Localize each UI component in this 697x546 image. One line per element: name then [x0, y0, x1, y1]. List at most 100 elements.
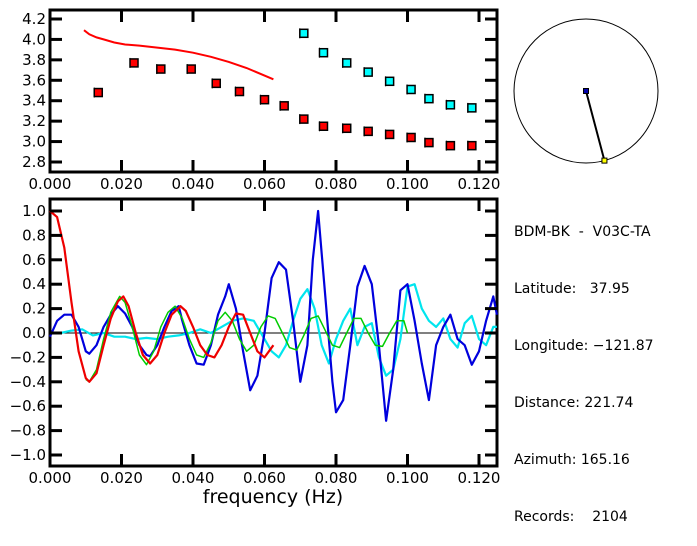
- cyan-data-point: [467, 102, 477, 113]
- marker: [318, 121, 329, 131]
- compass-circle: [513, 18, 659, 164]
- marker: [341, 58, 352, 68]
- lower-xtick-label: 0.080: [315, 469, 358, 487]
- upper-ytick-label: 3.8: [22, 51, 46, 69]
- longitude-value: −121.87: [588, 338, 654, 354]
- red-data-point: [156, 64, 166, 75]
- upper-xtick-label: 0.080: [315, 175, 358, 193]
- lower-xtick-label: 0.000: [29, 469, 72, 487]
- upper-ytick-label: 3.0: [22, 133, 46, 151]
- upper-ytick-label: 4.0: [22, 30, 46, 48]
- upper-plot-frame: [48, 8, 499, 174]
- station-marker: [583, 88, 589, 94]
- red-data-point: [384, 129, 395, 140]
- red-data-point: [93, 87, 104, 98]
- upper-xtick-label: 0.040: [172, 175, 215, 193]
- chart-canvas: 4.2 4.0 3.8 3.6 3.4 3.2 3.0 2.8 0.000 0.020 0.040 0…: [10, 8, 659, 508]
- lower-xtick-label: 0.040: [172, 469, 215, 487]
- green-series-line: [85, 295, 409, 383]
- red-data-point: [234, 86, 245, 97]
- lower-ytick-label: 1.0: [22, 202, 46, 220]
- marker: [279, 101, 289, 111]
- cyan-series-line: [50, 283, 497, 377]
- marker: [299, 114, 309, 124]
- lower-series: [48, 209, 498, 422]
- marker: [259, 94, 270, 105]
- red-data-point: [299, 114, 309, 125]
- azimuth-line: [585, 90, 606, 161]
- cyan-data-point: [445, 99, 456, 110]
- red-data-point: [318, 121, 329, 132]
- upper-ytick-label: 3.2: [22, 112, 46, 130]
- marker: [129, 58, 139, 68]
- marker: [445, 140, 456, 151]
- info-records: Records: 2104: [514, 508, 654, 527]
- upper-ytick-label: 3.6: [22, 71, 46, 89]
- records-value: 2104: [574, 509, 628, 525]
- station-info-panel: BDM-BK - V03C-TA Latitude: 37.95 Longitu…: [514, 185, 654, 546]
- red-data-point: [341, 123, 352, 134]
- cyan-data-point: [341, 57, 352, 68]
- info-longitude: Longitude: −121.87: [514, 337, 654, 356]
- upper-ytick-label: 3.4: [22, 92, 46, 110]
- upper-xtick-label: 0.060: [243, 175, 286, 193]
- azimuth-value: 165.16: [576, 452, 630, 468]
- info-distance: Distance: 221.74: [514, 394, 654, 413]
- marker: [467, 103, 477, 113]
- lower-ytick-label: −0.2: [10, 348, 46, 366]
- marker: [363, 67, 373, 77]
- upper-ytick-label: 4.2: [22, 10, 46, 28]
- lower-ytick-label: −0.8: [10, 422, 46, 440]
- marker: [424, 93, 434, 104]
- lower-xtick-label: 0.100: [386, 469, 429, 487]
- red-data-point: [424, 137, 434, 148]
- marker: [186, 64, 196, 74]
- marker: [467, 140, 477, 151]
- lower-ytick-label: 0.8: [22, 226, 46, 244]
- marker: [93, 87, 104, 98]
- cyan-data-point: [318, 47, 329, 58]
- latitude-value: 37.95: [576, 281, 630, 297]
- lower-ytick-label: −0.6: [10, 397, 46, 415]
- red-curve: [83, 29, 274, 81]
- red-data-point: [406, 132, 416, 143]
- x-axis-label: frequency (Hz): [203, 486, 343, 508]
- cyan-data-point: [363, 67, 373, 78]
- red-data-point: [467, 140, 477, 151]
- upper-xtick-label: 0.000: [29, 175, 72, 193]
- event-marker: [601, 157, 608, 164]
- upper-plot: 4.2 4.0 3.8 3.6 3.4 3.2 3.0 2.8 0.000 0.020 0.040 0…: [22, 8, 500, 193]
- lower-ytick-label: 0.6: [22, 251, 46, 269]
- upper-ticks: 4.2 4.0 3.8 3.6 3.4 3.2 3.0 2.8 0.000 0.020 0.040 0…: [22, 10, 500, 193]
- azimuth-label: Azimuth:: [514, 452, 577, 468]
- red-data-point: [129, 57, 139, 68]
- marker: [299, 28, 309, 39]
- distance-label: Distance:: [514, 395, 580, 411]
- marker: [318, 47, 329, 58]
- distance-value: 221.74: [579, 395, 634, 411]
- lower-ticks: 1.0 0.8 0.6 0.4 0.2 0.0 −0.2 −0.4 −0.6 −0.8 −1.0 0.…: [10, 199, 500, 487]
- lower-ytick-label: 0.4: [22, 275, 46, 293]
- red-data-point: [211, 78, 221, 89]
- marker: [341, 123, 352, 134]
- lower-xtick-label: 0.020: [100, 469, 143, 487]
- marker: [384, 129, 395, 140]
- upper-series: [83, 28, 477, 151]
- info-latitude: Latitude: 37.95: [514, 280, 654, 299]
- upper-xtick-label: 0.120: [458, 175, 501, 193]
- lower-plot: 1.0 0.8 0.6 0.4 0.2 0.0 −0.2 −0.4 −0.6 −0.8 −1.0 0.…: [10, 197, 500, 487]
- cyan-data-point: [384, 76, 395, 87]
- upper-xtick-label: 0.100: [386, 175, 429, 193]
- lower-ytick-label: 0.2: [22, 300, 46, 318]
- azimuth-compass: [513, 18, 659, 164]
- marker: [363, 126, 373, 137]
- cyan-data-point: [424, 93, 434, 104]
- red-data-point: [186, 64, 196, 75]
- lower-xtick-label: 0.060: [243, 469, 286, 487]
- station-pair-title: BDM-BK - V03C-TA: [514, 224, 651, 240]
- marker: [211, 78, 221, 89]
- red-data-point: [279, 100, 289, 111]
- lower-ytick-label: 0.0: [22, 324, 46, 342]
- upper-ytick-label: 2.8: [22, 153, 46, 171]
- marker: [406, 84, 416, 95]
